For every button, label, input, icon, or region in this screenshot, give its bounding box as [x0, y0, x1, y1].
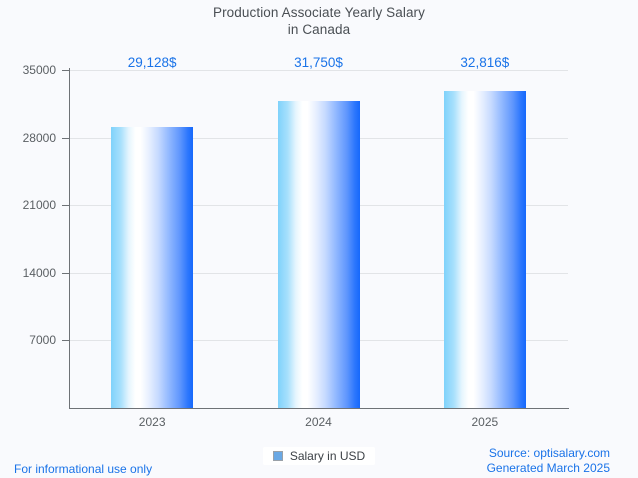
y-axis-tick-label: 21000	[22, 198, 56, 213]
bar-value-label-2023: 29,128$	[127, 55, 177, 70]
source-attribution: Source: optisalary.com Generated March 2…	[487, 446, 610, 476]
x-axis-line	[69, 408, 569, 409]
bar-2023[interactable]	[111, 126, 194, 408]
x-axis-tick-label-2025: 2025	[471, 415, 499, 429]
chart-title-line-2: in Canada	[287, 22, 351, 37]
bar-value-label-2025: 32,816$	[460, 55, 510, 70]
y-axis-tick	[62, 70, 69, 71]
generated-date: Generated March 2025	[486, 461, 610, 475]
y-axis-line	[69, 68, 70, 409]
x-axis-tick-label-2023: 2023	[138, 415, 166, 429]
y-axis-tick-label: 14000	[22, 265, 56, 280]
chart-title: Production Associate Yearly Salary in Ca…	[0, 4, 638, 38]
y-axis-tick	[62, 272, 69, 274]
bar-2025[interactable]	[443, 91, 526, 408]
y-axis-tick-label: 35000	[22, 63, 56, 77]
gridline	[69, 70, 568, 71]
y-axis-tick-label: 7000	[29, 333, 56, 348]
bar-2024[interactable]	[277, 101, 360, 408]
plot-area	[69, 70, 568, 408]
disclaimer-text: For informational use only	[14, 462, 153, 476]
chart-legend: Salary in USD	[0, 447, 638, 465]
x-axis-tick-label-2024: 2024	[305, 415, 332, 429]
y-axis-tick	[62, 137, 69, 139]
y-axis-tick	[62, 340, 69, 342]
legend-swatch-icon	[272, 451, 283, 461]
legend-item-salary-in-usd[interactable]: Salary in USD	[262, 447, 376, 465]
chart-title-line-1: Production Associate Yearly Salary	[212, 5, 426, 20]
source-link[interactable]: Source: optisalary.com	[488, 446, 610, 460]
legend-item-label: Salary in USD	[289, 449, 366, 463]
y-axis-tick	[62, 205, 69, 207]
y-axis-tick-label: 28000	[22, 130, 56, 145]
bar-value-label-2024: 31,750$	[294, 55, 343, 70]
